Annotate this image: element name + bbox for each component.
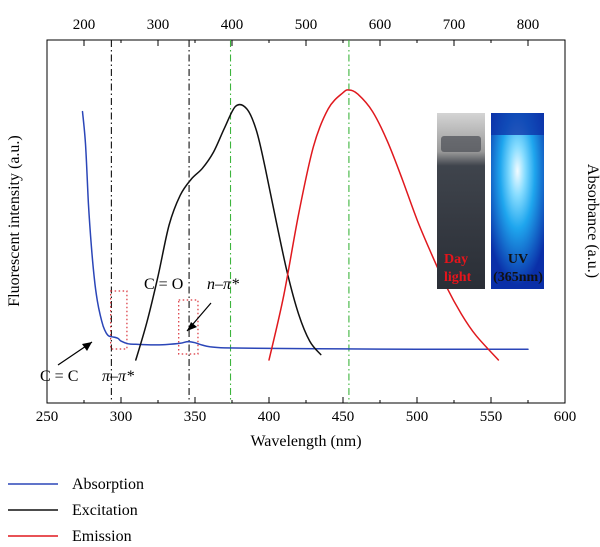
top-tick-label-700: 700 [443, 17, 466, 33]
y2-axis-title: Absorbance (a.u.) [584, 164, 600, 278]
series-line-excitation [135, 103, 322, 361]
x-tick-label-250: 250 [36, 409, 59, 425]
x-tick-label-600: 600 [554, 409, 577, 425]
x-tick-label-500: 500 [406, 409, 429, 425]
annotation-n-pi: n–π* [207, 276, 239, 293]
top-tick-label-800: 800 [517, 17, 540, 33]
y-axis-title: Fluorescent intensity (a.u.) [6, 135, 23, 307]
annotations: C = C π–π* C = O n–π* [40, 276, 239, 385]
annotation-pi-pi: π–π* [102, 368, 134, 385]
legend: Absorption Excitation Emission [8, 476, 144, 545]
top-axis-ticks: 200 300 400 500 600 700 800 [73, 17, 540, 46]
series-layer [81, 89, 529, 361]
top-tick-label-200: 200 [73, 17, 96, 33]
x-tick-label-300: 300 [110, 409, 133, 425]
highlight-box-0 [110, 290, 128, 350]
top-tick-label-300: 300 [147, 17, 170, 33]
x-tick-label-550: 550 [480, 409, 503, 425]
inset-day-label: Day [444, 252, 468, 267]
legend-label-excitation: Excitation [72, 502, 138, 519]
legend-label-emission: Emission [72, 528, 132, 545]
top-tick-label-600: 600 [369, 17, 392, 33]
uv-cuvette [491, 113, 544, 289]
x-axis-title: Wavelength (nm) [250, 433, 361, 450]
cuvette-photo-inset: Day light UV (365nm) [437, 113, 544, 289]
annotation-cc: C = C [40, 368, 78, 385]
x-tick-label-450: 450 [332, 409, 355, 425]
annotation-co: C = O [144, 276, 183, 293]
x-tick-label-400: 400 [258, 409, 281, 425]
series-line-absorption [81, 110, 529, 350]
uv-cuvette-top [491, 113, 544, 135]
inset-uv-wavelength-label: (365nm) [493, 270, 543, 285]
legend-label-absorption: Absorption [72, 476, 144, 493]
bottom-axis-ticks: 250 300 350 400 450 500 550 600 [36, 397, 577, 425]
highlight-boxes [110, 290, 199, 355]
x-tick-label-350: 350 [184, 409, 207, 425]
top-tick-label-500: 500 [295, 17, 318, 33]
inset-uv-label: UV [508, 252, 528, 267]
daylight-cuvette-cap [441, 136, 481, 152]
arrow-cc-head [82, 342, 92, 351]
arrow-n-pi-head [187, 322, 197, 331]
series-line-emission [268, 89, 500, 361]
reference-lines [110, 40, 350, 403]
top-tick-label-400: 400 [221, 17, 244, 33]
inset-light-label: light [444, 270, 472, 285]
